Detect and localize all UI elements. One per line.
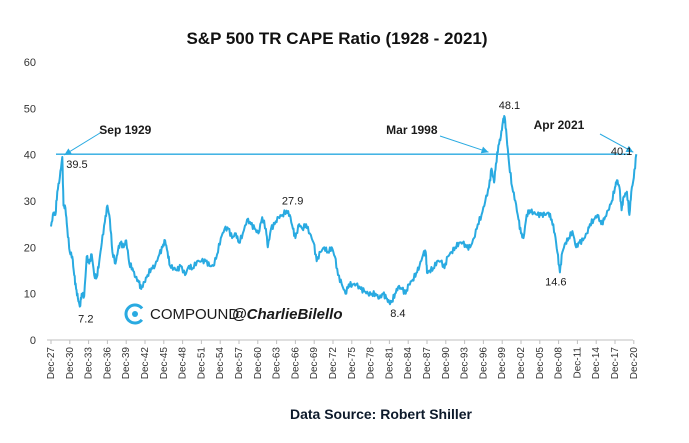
x-tick-label: Dec-30 bbox=[65, 347, 76, 380]
annotation-arrowhead bbox=[480, 146, 489, 154]
x-tick-label: Dec-39 bbox=[121, 347, 132, 380]
x-tick-label: Dec-69 bbox=[309, 347, 320, 380]
x-tick-label: Dec-96 bbox=[478, 347, 489, 380]
data-label: 8.4 bbox=[390, 308, 405, 320]
watermark: COMPOUND @CharlieBilello bbox=[124, 303, 343, 325]
cape-ratio-line bbox=[50, 115, 638, 308]
x-tick-label: Dec-60 bbox=[253, 347, 264, 380]
y-axis: 0 10 20 30 40 50 60 bbox=[24, 57, 36, 347]
data-labels: 39.5 7.2 27.9 8.4 48.1 14.6 40.1 bbox=[66, 100, 632, 326]
data-label: 7.2 bbox=[78, 314, 93, 326]
y-tick-label: 50 bbox=[24, 103, 36, 115]
x-tick-label: Dec-63 bbox=[272, 347, 283, 380]
y-tick-label: 60 bbox=[24, 57, 36, 69]
x-tick-label: Dec-08 bbox=[554, 347, 565, 380]
x-tick-label: Dec-72 bbox=[328, 347, 339, 380]
y-tick-label: 40 bbox=[24, 150, 36, 162]
chart-title: S&P 500 TR CAPE Ratio (1928 - 2021) bbox=[186, 29, 487, 48]
x-tick-label: Dec-20 bbox=[629, 347, 640, 380]
data-label: 27.9 bbox=[282, 196, 303, 208]
compound-logo-icon bbox=[124, 303, 146, 325]
data-label: 39.5 bbox=[66, 159, 87, 171]
data-source: Data Source: Robert Shiller bbox=[290, 406, 473, 422]
data-label: 48.1 bbox=[499, 100, 520, 112]
data-label: 14.6 bbox=[545, 276, 566, 288]
x-tick-label: Dec-14 bbox=[591, 347, 602, 380]
x-tick-label: Dec-45 bbox=[159, 347, 170, 380]
x-tick-label: Dec-27 bbox=[46, 347, 57, 380]
y-tick-label: 20 bbox=[24, 242, 36, 254]
x-tick-label: Dec-57 bbox=[234, 347, 245, 380]
x-tick-label: Dec-17 bbox=[610, 347, 621, 380]
watermark-handle: @CharlieBilello bbox=[232, 306, 343, 323]
annotation-arrow bbox=[439, 135, 489, 153]
x-tick-label: Dec-81 bbox=[384, 347, 395, 380]
x-tick-label: Dec-99 bbox=[497, 347, 508, 380]
x-tick-label: Dec-05 bbox=[535, 347, 546, 380]
annotation-label: Mar 1998 bbox=[386, 123, 438, 137]
x-tick-label: Dec-75 bbox=[347, 347, 358, 380]
annotations: Sep 1929 Mar 1998 Apr 2021 bbox=[99, 118, 584, 137]
x-tick-label: Dec-33 bbox=[84, 347, 95, 380]
annotation-label: Sep 1929 bbox=[99, 123, 151, 137]
annotation-arrows bbox=[64, 132, 634, 156]
x-tick-label: Dec-66 bbox=[290, 347, 301, 380]
x-axis: Dec-27 Dec-30 Dec-33 Dec-36 Dec-39 Dec-42 Dec-… bbox=[46, 340, 640, 379]
x-tick-label: Dec-78 bbox=[366, 347, 377, 380]
annotation-label: Apr 2021 bbox=[534, 118, 585, 132]
watermark-brand: COMPOUND bbox=[150, 306, 239, 323]
x-tick-label: Dec-51 bbox=[196, 347, 207, 380]
y-tick-label: 10 bbox=[24, 289, 36, 301]
x-tick-label: Dec-93 bbox=[460, 347, 471, 380]
x-tick-label: Dec-87 bbox=[422, 347, 433, 380]
x-tick-label: Dec-42 bbox=[140, 347, 151, 380]
x-tick-label: Dec-84 bbox=[403, 347, 414, 380]
x-tick-label: Dec-54 bbox=[215, 347, 226, 380]
x-tick-label: Dec-36 bbox=[102, 347, 113, 380]
x-tick-label: Dec-11 bbox=[572, 347, 583, 379]
x-tick-label: Dec-90 bbox=[441, 347, 452, 380]
annotation-arrowhead bbox=[64, 148, 73, 155]
annotation-arrowhead bbox=[625, 145, 634, 153]
x-tick-label: Dec-02 bbox=[516, 347, 527, 380]
y-tick-label: 0 bbox=[30, 335, 36, 347]
x-tick-label: Dec-48 bbox=[178, 347, 189, 380]
y-tick-label: 30 bbox=[24, 196, 36, 208]
data-label: 40.1 bbox=[611, 146, 632, 158]
